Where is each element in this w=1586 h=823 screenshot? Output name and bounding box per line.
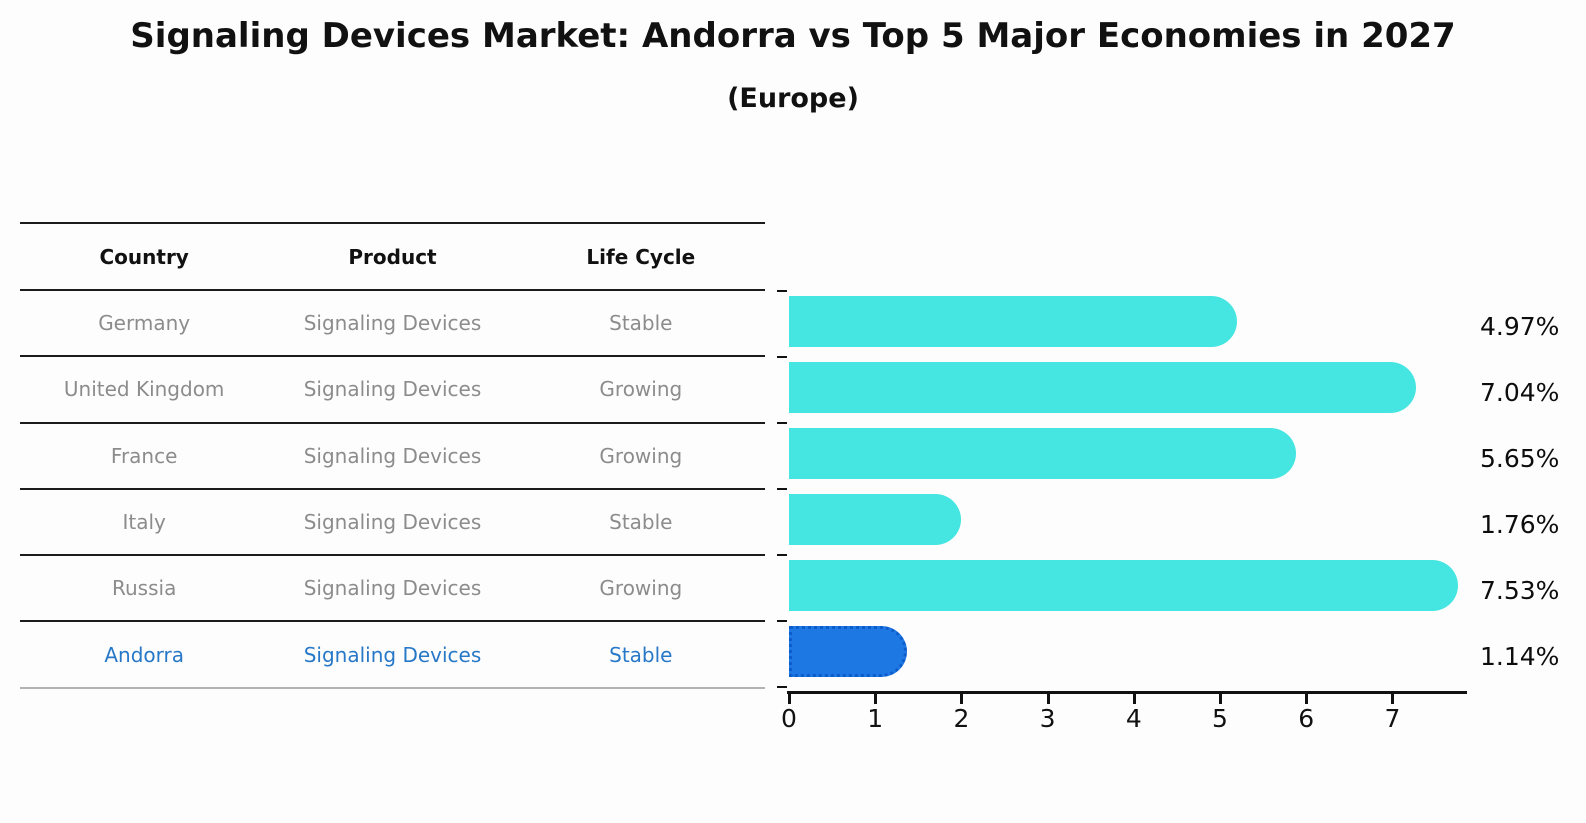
table-body: Germany Signaling Devices Stable United Kin… — [20, 291, 765, 689]
table-cell-product: Signaling Devices — [303, 311, 482, 336]
bar — [789, 296, 1237, 347]
table-cell-product: Signaling Devices — [303, 510, 482, 535]
bar — [789, 494, 961, 545]
x-axis-tick — [1219, 694, 1222, 704]
table-cell-life-cycle: Stable — [609, 510, 673, 535]
x-axis-tick — [874, 694, 878, 704]
x-axis-tick — [1132, 694, 1136, 704]
bar-value-label: 1.76% — [1480, 510, 1560, 539]
table-cell-life-cycle: Growing — [599, 576, 683, 601]
table-cell-country: Germany — [98, 311, 191, 336]
x-axis-tick — [788, 694, 791, 704]
x-axis-tick — [1305, 694, 1309, 704]
bar-andorra-highlighted — [789, 626, 907, 677]
bar — [789, 560, 1458, 611]
bar-value-label: 1.14% — [1480, 642, 1560, 671]
x-axis-line — [787, 691, 1467, 694]
table-cell-life-cycle: Stable — [609, 642, 673, 667]
table-cell-product: Signaling Devices — [303, 576, 482, 601]
x-axis-tick-label: 4 — [1125, 704, 1142, 733]
y-axis-tick — [777, 554, 787, 556]
y-axis-tick — [777, 488, 787, 490]
table-cell-country: France — [110, 443, 178, 468]
table-row: France Signaling Devices Growing — [20, 424, 765, 490]
x-axis-tick-label: 3 — [1039, 704, 1056, 733]
table-row: United Kingdom Signaling Devices Growing — [20, 357, 765, 424]
table-cell-country: Italy — [122, 510, 166, 535]
chart-subtitle: (Europe) — [727, 83, 859, 114]
bar-value-label: 7.04% — [1480, 378, 1560, 407]
bar-value-label: 5.65% — [1480, 444, 1560, 473]
table-row: Andorra Signaling Devices Stable — [20, 622, 765, 689]
bar-value-label: 7.53% — [1480, 576, 1560, 605]
x-axis-tick-label: 7 — [1384, 704, 1401, 733]
x-axis-tick-label: 1 — [867, 704, 884, 733]
table-cell-product: Signaling Devices — [303, 377, 482, 402]
y-axis-tick — [777, 686, 787, 688]
x-axis-tick-label: 6 — [1298, 704, 1315, 733]
bar-value-label: 4.97% — [1480, 312, 1560, 341]
y-axis-tick — [777, 356, 787, 358]
table-header-row: Country Product Life Cycle — [20, 224, 765, 291]
y-axis-tick — [777, 422, 787, 424]
x-axis-tick-label: 0 — [781, 704, 797, 733]
x-axis-tick — [960, 694, 964, 704]
table-cell-product: Signaling Devices — [303, 642, 482, 667]
table-cell-country: Russia — [112, 576, 177, 601]
table-row: Russia Signaling Devices Growing — [20, 556, 765, 623]
table-row: Germany Signaling Devices Stable — [20, 291, 765, 358]
table-row: Italy Signaling Devices Stable — [20, 490, 765, 557]
table-cell-country: Andorra — [104, 642, 184, 667]
table-cell-life-cycle: Growing — [599, 377, 683, 402]
table-cell-life-cycle: Stable — [609, 311, 673, 336]
x-axis-tick — [1046, 694, 1050, 704]
y-axis-tick — [777, 620, 787, 622]
chart-title: Signaling Devices Market: Andorra vs Top… — [130, 16, 1456, 56]
bar — [789, 362, 1416, 413]
table-cell-country: United Kingdom — [63, 377, 225, 402]
comparison-table: Country Product Life Cycle Germany Signal… — [20, 222, 765, 689]
x-axis-tick-label: 2 — [953, 704, 970, 733]
x-axis-tick — [1391, 694, 1395, 704]
table-cell-life-cycle: Growing — [599, 443, 683, 468]
table-header-country: Country — [99, 244, 189, 269]
bar — [789, 428, 1296, 479]
table-header-product: Product — [348, 244, 437, 269]
table-cell-product: Signaling Devices — [303, 443, 482, 468]
y-axis-tick — [777, 290, 787, 292]
table-header-life-cycle: Life Cycle — [586, 244, 696, 269]
x-axis-tick-label: 5 — [1212, 704, 1228, 733]
